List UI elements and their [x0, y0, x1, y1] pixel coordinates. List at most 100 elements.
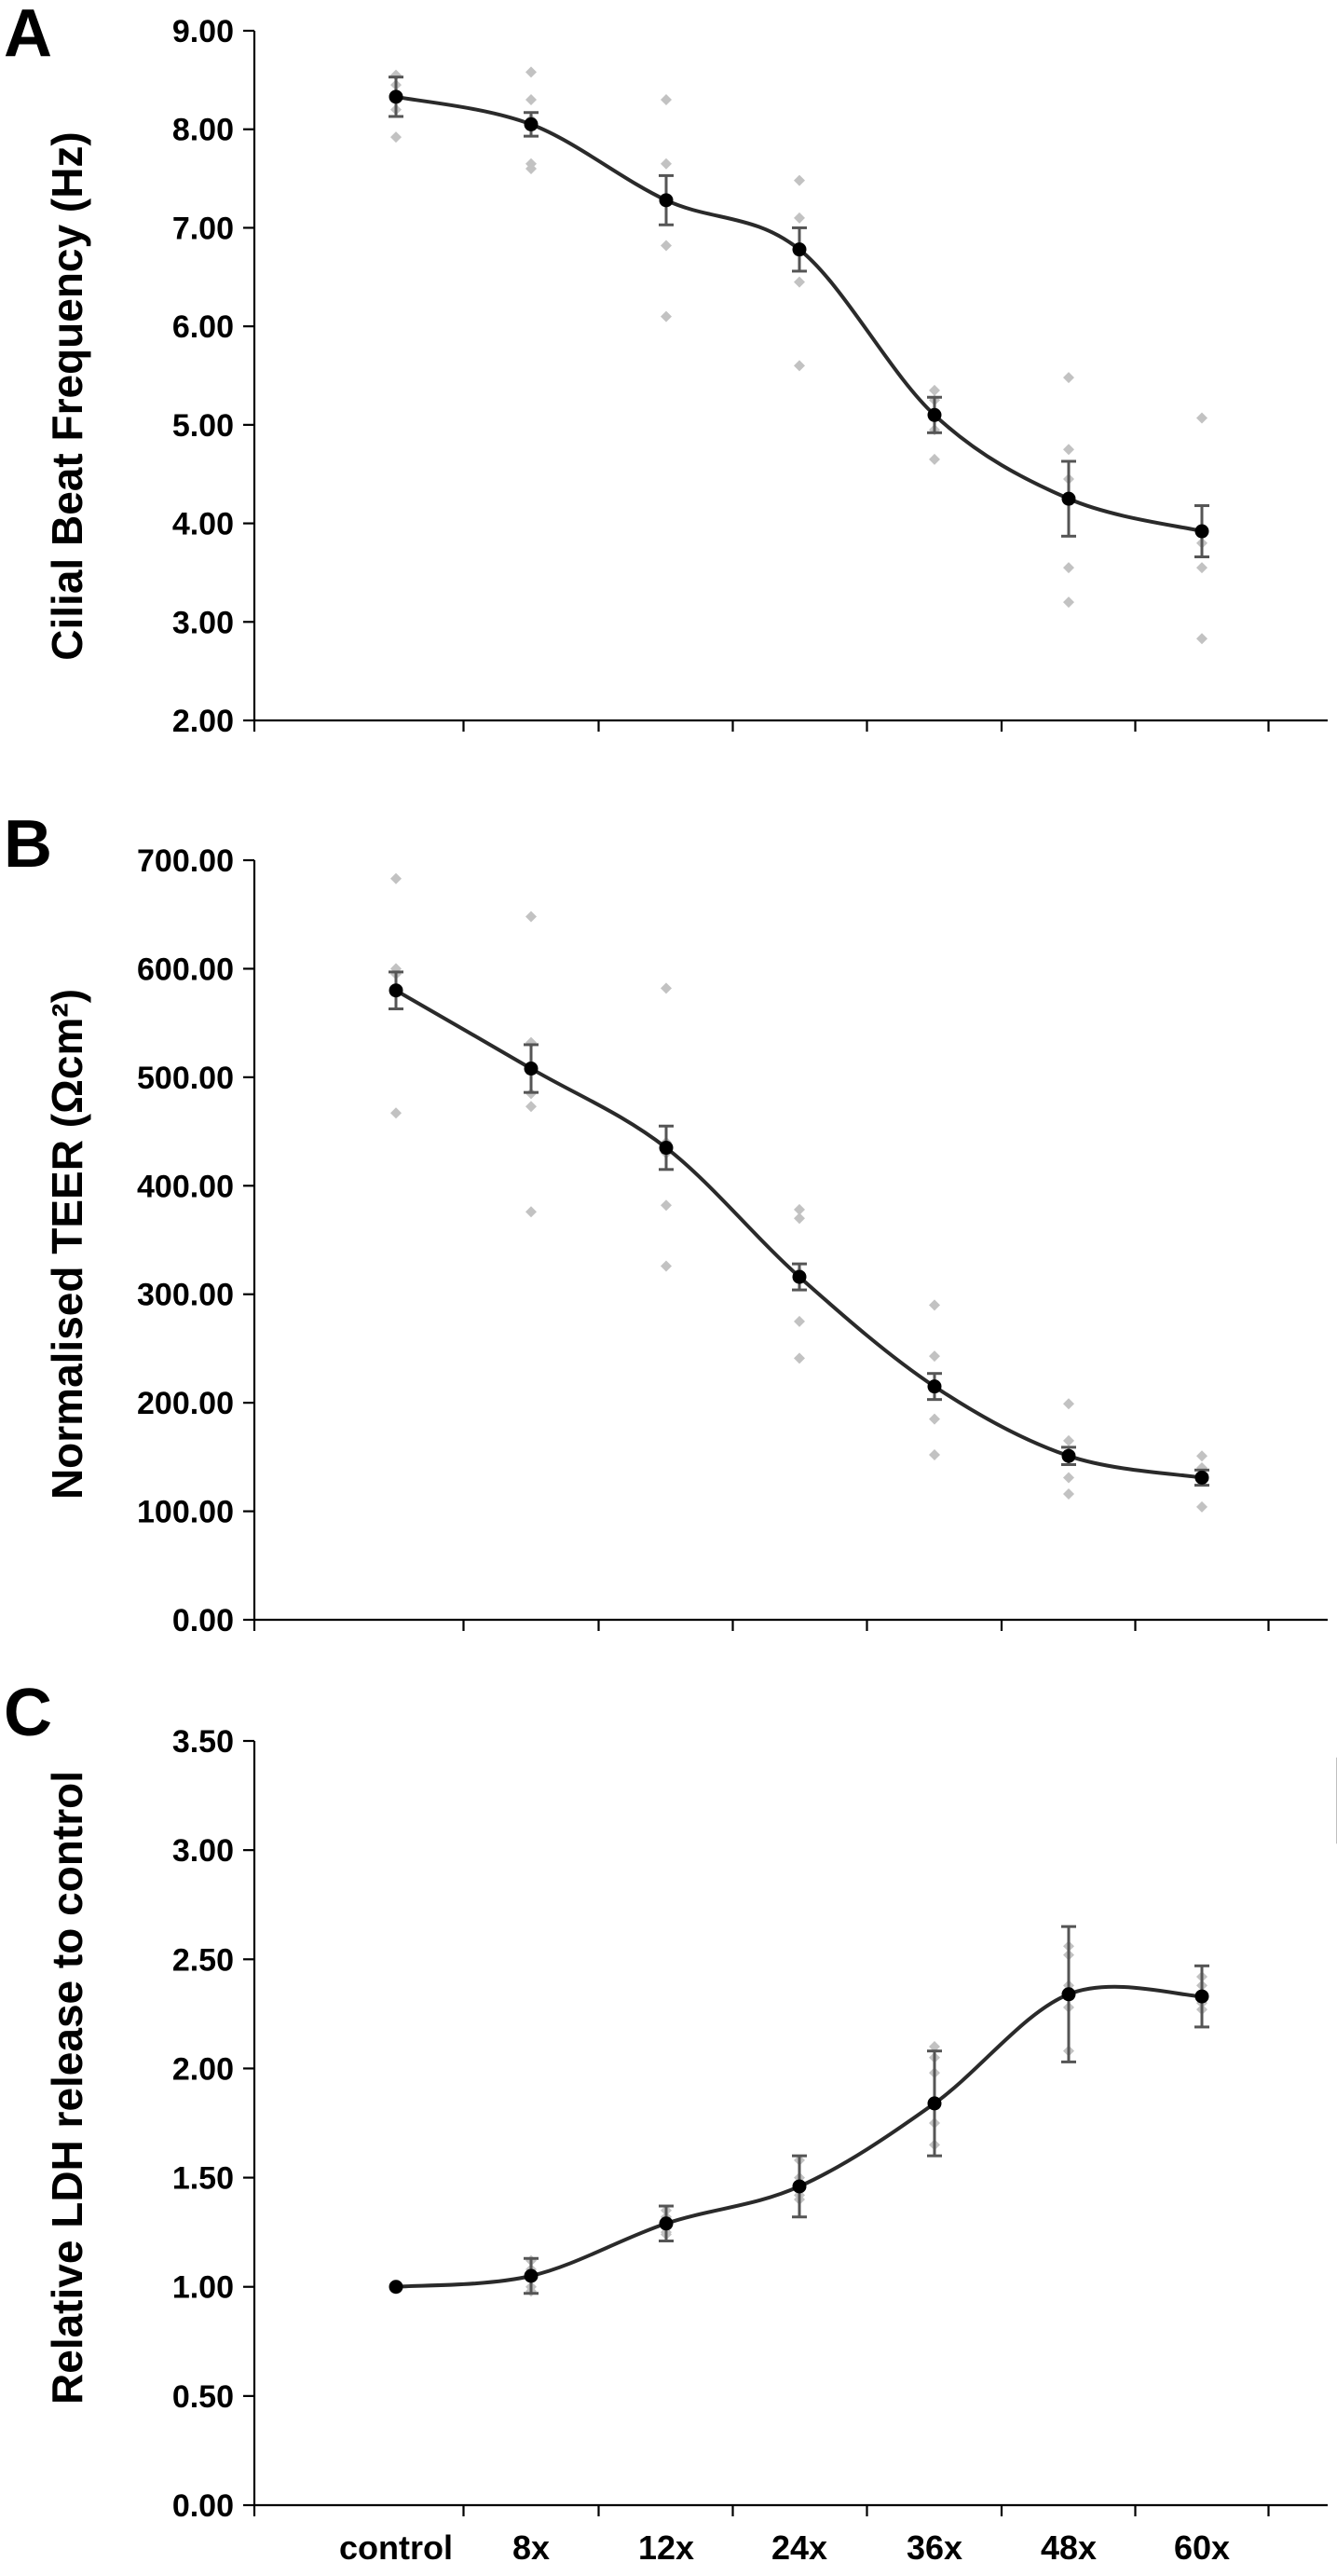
panel-a-mean-point — [927, 407, 942, 422]
panel-a-mean-point — [792, 242, 807, 257]
panel-a-y-tick-label: 9.00 — [172, 14, 234, 49]
panel-b-raw-point — [929, 1299, 940, 1311]
panel-letter-a: A — [4, 0, 52, 71]
panel-b-mean-point — [389, 983, 403, 998]
panel-c-y-tick-label: 3.50 — [172, 1724, 234, 1760]
x-category-label: 24x — [771, 2528, 827, 2567]
panel-a-raw-point — [1196, 562, 1207, 574]
x-category-label: 36x — [907, 2528, 962, 2567]
panel-a-y-tick-label: 2.00 — [172, 704, 234, 739]
panel-a-raw-point — [794, 276, 805, 288]
panel-a-raw-point — [525, 163, 537, 174]
panel-b-raw-point — [1063, 1487, 1074, 1500]
panel-b-raw-point — [661, 982, 672, 994]
panel-a-raw-point — [1063, 372, 1074, 384]
x-category-label: 8x — [512, 2528, 550, 2567]
panel-a-raw-point — [1196, 412, 1207, 424]
panel-c-y-tick-label: 1.50 — [172, 2161, 234, 2197]
panel-a-mean-point — [1061, 491, 1076, 506]
panel-a-raw-point — [794, 174, 805, 186]
panel-b-raw-point — [929, 1449, 940, 1461]
panel-c-y-tick-label: 1.00 — [172, 2270, 234, 2306]
panel-c-mean-point — [1061, 1987, 1076, 2002]
panel-c-mean-curve — [395, 1984, 1203, 2289]
panel-b-raw-point — [661, 1260, 672, 1272]
panel-b-y-tick-label: 100.00 — [137, 1495, 234, 1530]
panel-c-y-tick-label: 0.50 — [172, 2379, 234, 2415]
panel-b-raw-point — [1063, 1472, 1074, 1484]
panel-b-chart: 0.00 100.00 200.00 300.00 400.00 500.00 600.00… — [137, 843, 1328, 1638]
panel-b-y-tick-label: 0.00 — [172, 1603, 234, 1638]
panel-b-raw-point — [1196, 1450, 1207, 1462]
panel-a-raw-point — [929, 384, 940, 396]
panel-b-y-tick-label: 600.00 — [137, 952, 234, 987]
panel-b-mean-point — [792, 1269, 807, 1284]
x-category-label: 60x — [1174, 2528, 1230, 2567]
panel-b-mean-point — [927, 1379, 942, 1394]
panel-a-y-tick-label: 7.00 — [172, 211, 234, 246]
panel-c-mean-point — [792, 2179, 807, 2194]
panel-b-raw-point — [1196, 1500, 1207, 1513]
panel-b-raw-point — [794, 1203, 805, 1215]
panel-b-raw-point — [525, 1206, 537, 1218]
panel-b-mean-curve — [394, 988, 1203, 1480]
panel-a-y-tick-label: 5.00 — [172, 408, 234, 444]
panel-a-raw-point — [794, 360, 805, 372]
panel-a-raw-point — [929, 453, 940, 465]
panel-a-raw-point — [661, 240, 672, 252]
panel-b-raw-point — [794, 1352, 805, 1364]
panel-b-raw-point — [794, 1213, 805, 1225]
panel-b-mean-point — [1061, 1448, 1076, 1463]
panel-b-mean-point — [1194, 1470, 1209, 1485]
panel-b-raw-point — [525, 1101, 537, 1113]
panel-b-raw-point — [390, 872, 402, 884]
panel-a-raw-point — [1063, 562, 1074, 574]
panel-a-raw-point — [525, 94, 537, 105]
panel-a-raw-point — [661, 310, 672, 322]
panel-b-raw-point — [929, 1413, 940, 1425]
panel-c-mean-point — [659, 2216, 674, 2231]
panel-b-y-tick-label: 500.00 — [137, 1061, 234, 1096]
panel-c-y-tick-label: 3.00 — [172, 1833, 234, 1869]
panel-a-raw-point — [1196, 633, 1207, 645]
panel-b-mean-point — [524, 1062, 539, 1076]
panel-b-raw-point — [390, 1107, 402, 1119]
panel-a-raw-point — [1063, 444, 1074, 456]
panel-a-y-tick-label: 8.00 — [172, 113, 234, 148]
panel-a-mean-point — [1194, 524, 1209, 539]
panel-a-mean-curve — [395, 94, 1203, 533]
panel-c-mean-point — [1194, 1989, 1209, 2004]
panel-a-raw-point — [661, 158, 672, 170]
panel-a-raw-point — [1063, 596, 1074, 609]
panel-b-ylabel: Normalised TEER (Ωcm²) — [43, 989, 91, 1500]
panel-c-chart: 0.00 0.50 1.00 1.50 2.00 2.50 3.00 3.50 control 8… — [172, 1724, 1328, 2567]
panel-c-y-tick-label: 0.00 — [172, 2488, 234, 2524]
panel-b-raw-point — [661, 1199, 672, 1212]
panel-c-mean-point — [389, 2280, 403, 2295]
panel-b-mean-point — [659, 1141, 674, 1156]
panel-a-y-tick-label: 6.00 — [172, 309, 234, 345]
panel-c-mean-point — [524, 2268, 539, 2283]
panel-c-raw-point — [929, 2041, 940, 2052]
x-category-label: control — [339, 2528, 453, 2567]
panel-a-chart: 2.00 3.00 4.00 5.00 6.00 7.00 8.00 9.00 — [172, 14, 1328, 739]
panel-c-y-tick-label: 2.00 — [172, 2051, 234, 2087]
panel-a-raw-point — [794, 212, 805, 224]
panel-a-raw-point — [390, 131, 402, 144]
panel-a-raw-point — [661, 94, 672, 105]
panel-c-y-tick-label: 2.50 — [172, 1942, 234, 1978]
panel-a-mean-point — [389, 89, 403, 104]
panel-letter-b: B — [4, 807, 52, 882]
x-category-label: 12x — [638, 2528, 694, 2567]
panel-a-mean-point — [524, 116, 539, 131]
panel-b-raw-point — [794, 1315, 805, 1327]
panel-c-mean-point — [927, 2096, 942, 2111]
panel-b-raw-point — [525, 911, 537, 923]
panel-b-y-tick-label: 400.00 — [137, 1169, 234, 1204]
panel-a-raw-point — [525, 66, 537, 78]
panel-b-y-tick-label: 700.00 — [137, 843, 234, 879]
panel-c-ylabel: Relative LDH release to control — [43, 1771, 91, 2405]
panel-b-raw-point — [1063, 1434, 1074, 1446]
panel-b-y-tick-label: 300.00 — [137, 1278, 234, 1313]
